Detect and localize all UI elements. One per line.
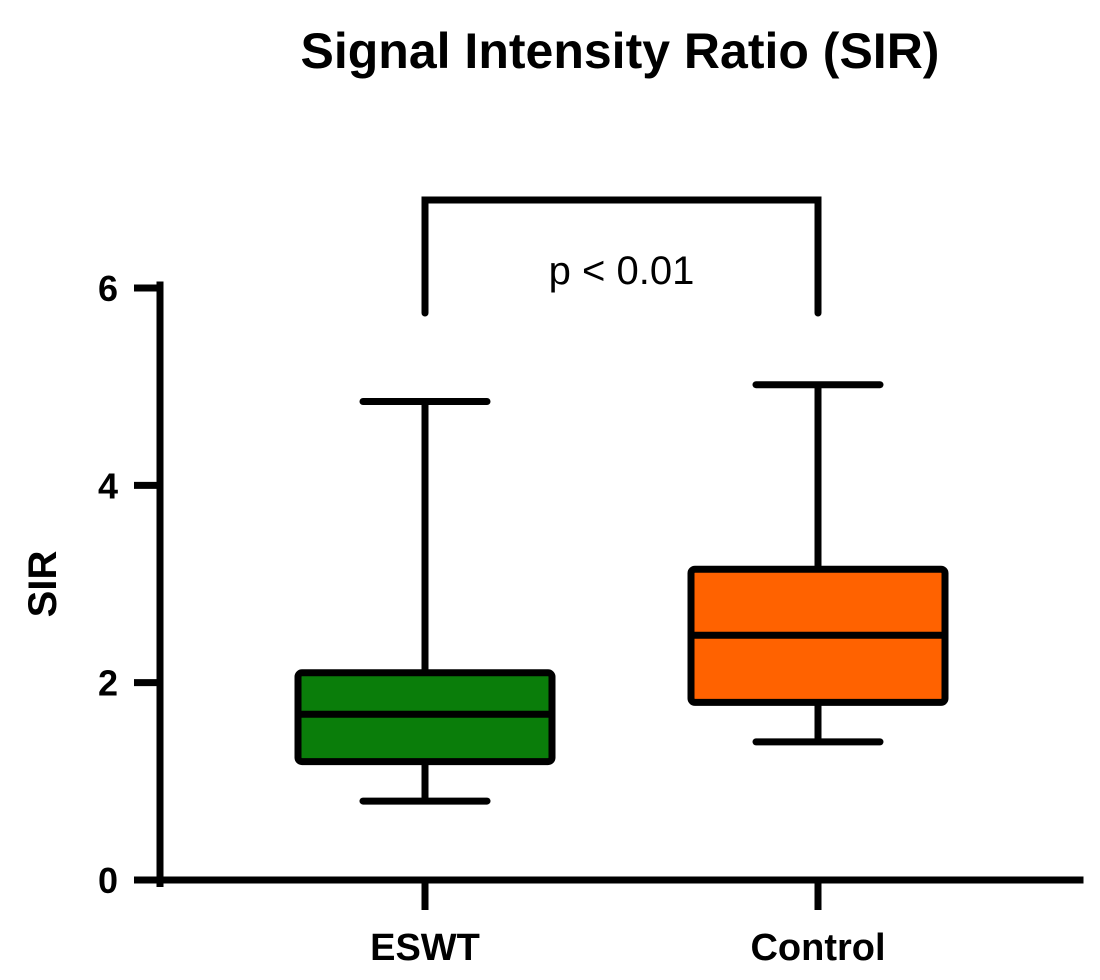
y-axis-label: SIR [21,551,65,618]
plot-area: 0 2 4 6 ESWT Control p < 0.01 [98,196,1084,969]
x-tick-label-control: Control [750,927,885,969]
y-tick-label: 4 [98,465,118,506]
y-tick-label: 0 [98,860,118,901]
significance-label: p < 0.01 [549,249,695,293]
x-tick-label-eswt: ESWT [370,927,480,969]
chart-title: Signal Intensity Ratio (SIR) [301,23,940,79]
y-tick-label: 6 [98,268,118,309]
significance-bracket [421,196,822,317]
y-tick-label: 2 [98,663,118,704]
